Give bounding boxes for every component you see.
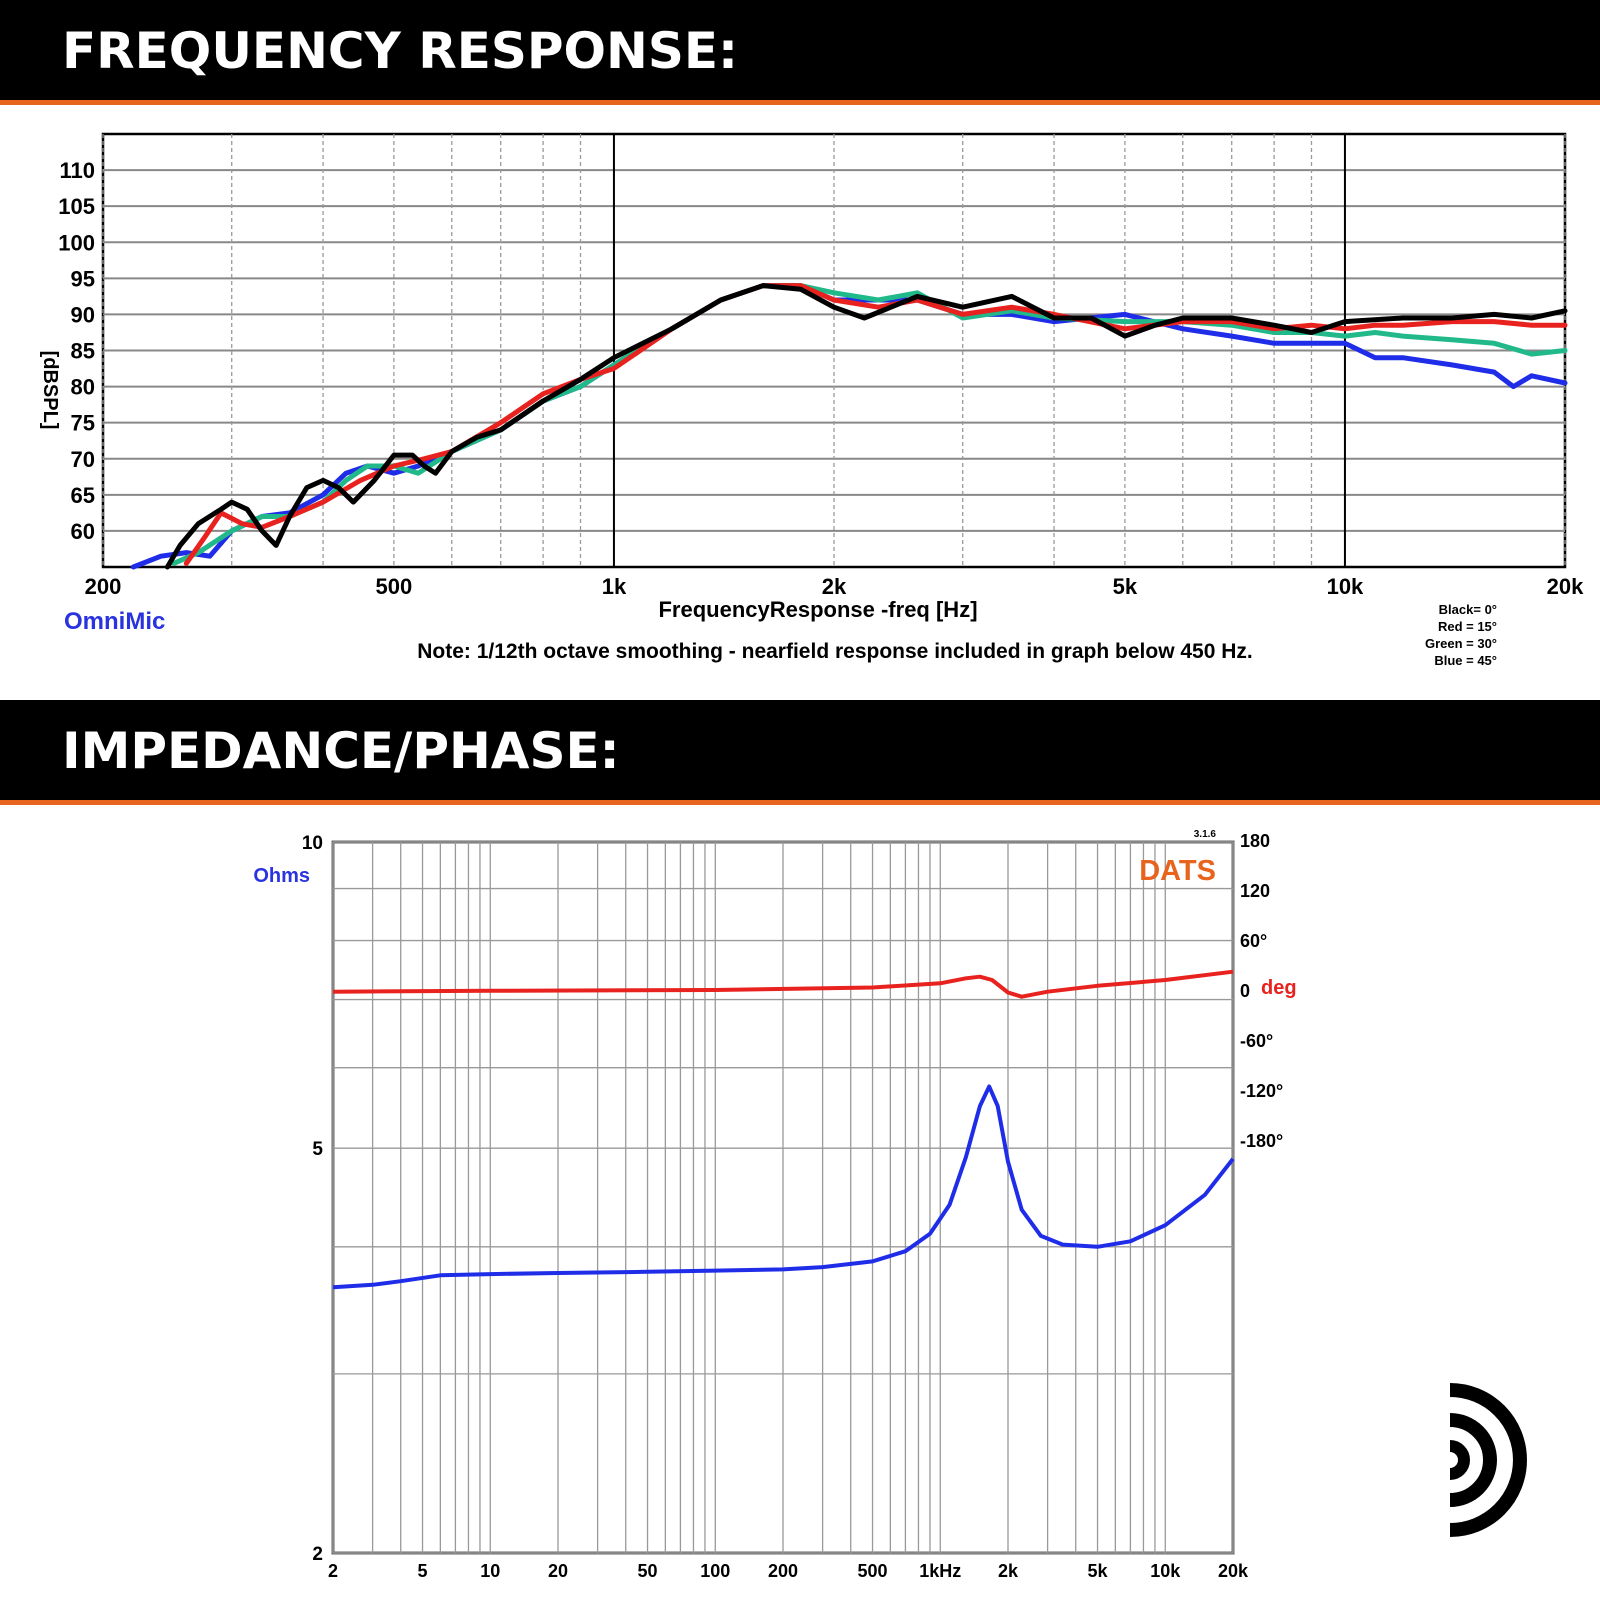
imp-ytick-label: 5 bbox=[312, 1139, 323, 1160]
legend-green: Green = 30° bbox=[1425, 636, 1497, 651]
fr-legend: Black= 0° Red = 15° Green = 30° Blue = 4… bbox=[1425, 602, 1497, 668]
logo-arc-middle bbox=[1449, 1413, 1497, 1507]
frequency-response-header: FREQUENCY RESPONSE: bbox=[62, 22, 739, 80]
omnimic-brand: OmniMic bbox=[64, 608, 165, 635]
brand-logo bbox=[1449, 1383, 1527, 1537]
fr-xtick-label: 5k bbox=[1113, 574, 1138, 599]
imp-xtick-label: 20 bbox=[548, 1561, 568, 1581]
imp-xtick-label: 2k bbox=[998, 1561, 1019, 1581]
imp-xtick-label: 100 bbox=[700, 1561, 730, 1581]
imp-y2tick-label: 180 bbox=[1240, 831, 1270, 851]
imp-xtick-label: 20k bbox=[1218, 1561, 1249, 1581]
imp-xtick-label: 200 bbox=[768, 1561, 798, 1581]
dats-version: 3.1.6 bbox=[1194, 829, 1217, 840]
phase-curve bbox=[332, 969, 1234, 999]
imp-y2tick-label: -180° bbox=[1240, 1131, 1283, 1151]
imp-y2tick-label: -60° bbox=[1240, 1031, 1273, 1051]
fr-ytick-label: 75 bbox=[71, 411, 95, 436]
fr-xtick-label: 500 bbox=[376, 574, 413, 599]
fr-series-red bbox=[183, 283, 1568, 566]
fr-xtick-label: 2k bbox=[822, 574, 847, 599]
fr-ylabel: [dBSPL] bbox=[39, 351, 61, 430]
smoothing-note: Note: 1/12th octave smoothing - nearfiel… bbox=[417, 640, 1253, 663]
fr-ytick-label: 95 bbox=[71, 266, 95, 291]
ohms-label: Ohms bbox=[253, 865, 310, 887]
imp-xtick-label: 50 bbox=[638, 1561, 658, 1581]
legend-blue: Blue = 45° bbox=[1434, 653, 1497, 668]
imp-y2tick-label: 60° bbox=[1240, 931, 1267, 951]
dats-brand: DATS bbox=[1139, 855, 1216, 887]
imp-xtick-label: 10 bbox=[480, 1561, 500, 1581]
logo-arc-outer bbox=[1449, 1383, 1527, 1537]
imp-ytick-label: 2 bbox=[312, 1544, 323, 1565]
imp-xtick-label: 1kHz bbox=[919, 1561, 961, 1581]
imp-xtick-label: 5k bbox=[1088, 1561, 1109, 1581]
fr-ytick-label: 65 bbox=[71, 483, 95, 508]
imp-xtick-label: 10k bbox=[1150, 1561, 1181, 1581]
fr-ytick-label: 85 bbox=[71, 339, 95, 364]
impedance-phase-header: IMPEDANCE/PHASE: bbox=[62, 722, 620, 780]
legend-black: Black= 0° bbox=[1439, 602, 1497, 617]
legend-red: Red = 15° bbox=[1438, 619, 1497, 634]
impedance-curve bbox=[332, 1084, 1235, 1290]
frequency-response-chart: 60 65 70 75 80 85 90 95 100 105 110 200 500 1k 2k 5k 10k… bbox=[39, 132, 1584, 668]
fr-ytick-label: 70 bbox=[71, 447, 95, 472]
imp-y2tick-label: 120 bbox=[1240, 881, 1270, 901]
fr-ytick-label: 90 bbox=[71, 302, 95, 327]
fr-xlabel: FrequencyResponse -freq [Hz] bbox=[658, 597, 977, 622]
fr-series-black bbox=[164, 283, 1568, 570]
deg-label: deg bbox=[1261, 977, 1297, 999]
fr-xtick-label: 200 bbox=[85, 574, 122, 599]
imp-ytick-label: 10 bbox=[302, 833, 323, 854]
logo-arc-inner bbox=[1449, 1440, 1470, 1480]
frequency-response-banner: FREQUENCY RESPONSE: bbox=[0, 0, 1600, 105]
fr-ytick-label: 110 bbox=[60, 158, 96, 183]
imp-y2tick-label: 0 bbox=[1240, 981, 1250, 1001]
fr-ytick-label: 80 bbox=[71, 375, 95, 400]
imp-xtick-label: 2 bbox=[328, 1561, 338, 1581]
fr-xtick-label: 1k bbox=[602, 574, 627, 599]
imp-xtick-label: 5 bbox=[418, 1561, 428, 1581]
fr-ytick-label: 100 bbox=[58, 230, 95, 255]
impedance-phase-chart: 2 5 10 180 120 60° 0 -60° -120° -180° 2 5 10 20 50 100 2… bbox=[253, 829, 1297, 1581]
fr-xtick-label: 10k bbox=[1327, 574, 1364, 599]
fr-ytick-label: 60 bbox=[71, 519, 95, 544]
imp-y2tick-label: -120° bbox=[1240, 1081, 1283, 1101]
imp-xtick-label: 500 bbox=[858, 1561, 888, 1581]
fr-xtick-label: 20k bbox=[1547, 574, 1584, 599]
fr-ytick-label: 105 bbox=[58, 194, 95, 219]
impedance-phase-banner: IMPEDANCE/PHASE: bbox=[0, 700, 1600, 805]
